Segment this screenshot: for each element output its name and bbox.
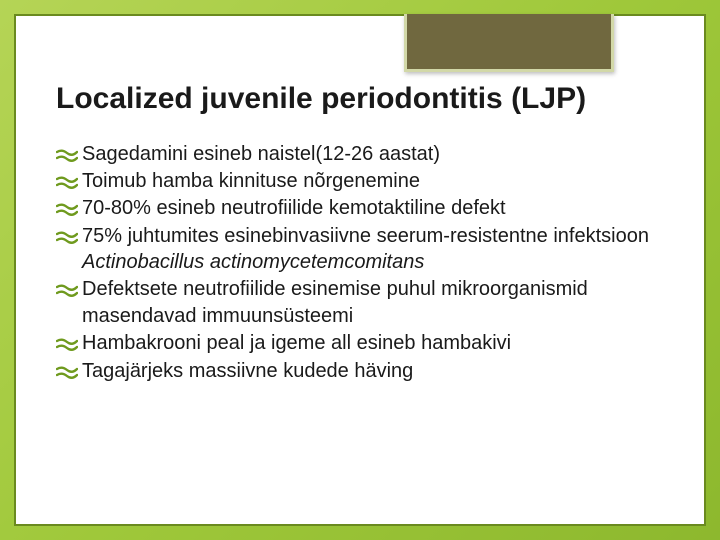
list-item: 75% juhtumites esinebinvasiivne seerum-r… <box>56 223 664 276</box>
list-item: Defektsete neutrofiilide esinemise puhul… <box>56 276 664 329</box>
list-item-italic: Actinobacillus actinomycetemcomitans <box>82 251 424 273</box>
wave-bullet-icon <box>56 228 78 246</box>
wave-bullet-icon <box>56 281 78 299</box>
slide-content: Localized juvenile periodontitis (LJP) S… <box>56 82 664 385</box>
wave-bullet-icon <box>56 200 78 218</box>
slide-title: Localized juvenile periodontitis (LJP) <box>56 82 664 117</box>
list-item-text: Toimub hamba kinnituse nõrgenemine <box>82 168 664 194</box>
slide-panel: Localized juvenile periodontitis (LJP) S… <box>14 14 706 526</box>
list-item-text: Hambakrooni peal ja igeme all esineb ham… <box>82 330 664 356</box>
bullet-list: Sagedamini esineb naistel(12-26 aastat) … <box>56 141 664 385</box>
list-item: Toimub hamba kinnituse nõrgenemine <box>56 168 664 194</box>
list-item-text: Tagajärjeks massiivne kudede häving <box>82 358 664 384</box>
list-item: Sagedamini esineb naistel(12-26 aastat) <box>56 141 664 167</box>
wave-bullet-icon <box>56 363 78 381</box>
list-item: Tagajärjeks massiivne kudede häving <box>56 358 664 384</box>
list-item-text: Sagedamini esineb naistel(12-26 aastat) <box>82 141 664 167</box>
wave-bullet-icon <box>56 146 78 164</box>
accent-box <box>404 14 614 72</box>
list-item-text: Defektsete neutrofiilide esinemise puhul… <box>82 276 664 329</box>
wave-bullet-icon <box>56 173 78 191</box>
list-item: Hambakrooni peal ja igeme all esineb ham… <box>56 330 664 356</box>
wave-bullet-icon <box>56 335 78 353</box>
list-item-text: 70-80% esineb neutrofiilide kemotaktilin… <box>82 195 664 221</box>
list-item: 70-80% esineb neutrofiilide kemotaktilin… <box>56 195 664 221</box>
list-item-text: 75% juhtumites esinebinvasiivne seerum-r… <box>82 223 664 276</box>
